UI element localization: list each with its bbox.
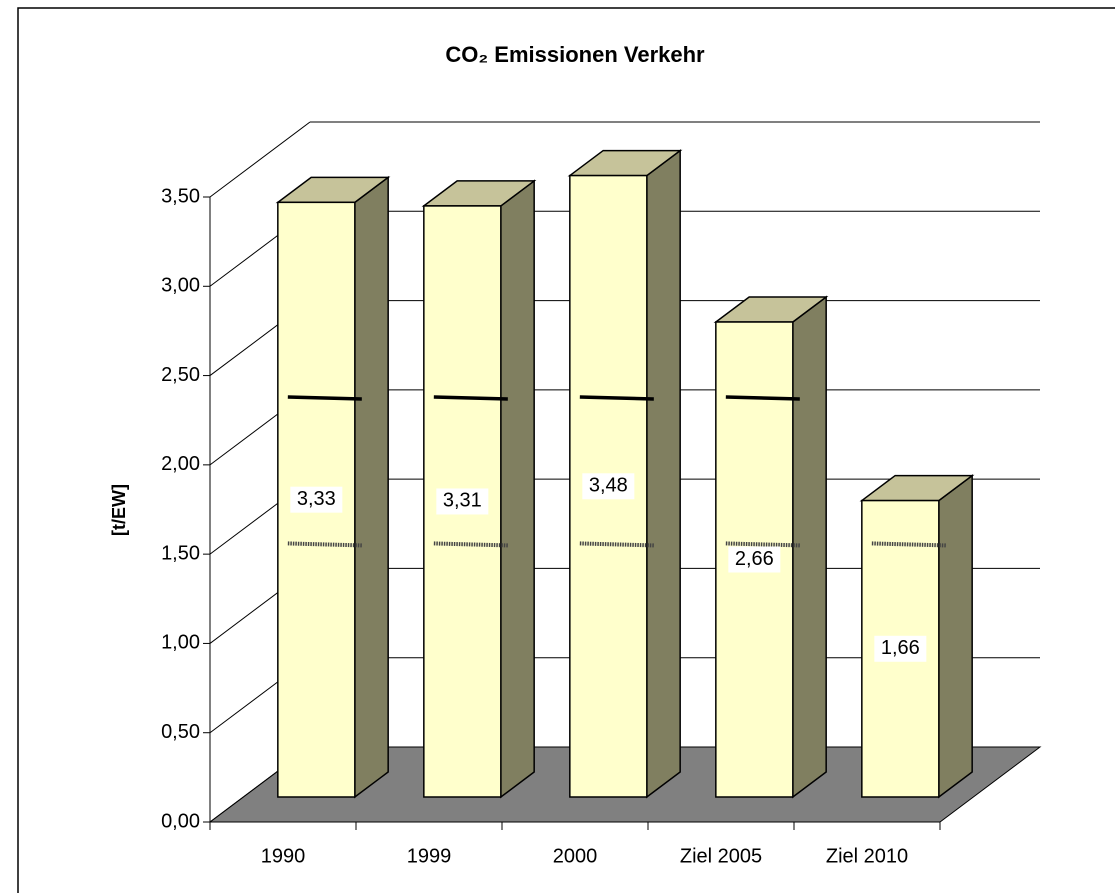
- value-label: 3,31: [443, 490, 482, 512]
- bar-side: [500, 179, 535, 799]
- x-tick-label: Ziel 2010: [826, 845, 908, 867]
- y-tick-label: 0,00: [161, 810, 200, 832]
- reference-line: [287, 395, 362, 401]
- y-tick-label: 1,50: [161, 542, 200, 564]
- bar-side: [938, 474, 973, 799]
- y-tick-label: 3,00: [161, 275, 200, 297]
- x-tick-label: 2000: [553, 845, 598, 867]
- reference-line: [725, 395, 800, 401]
- value-label-bg: [436, 488, 489, 515]
- value-label-bg: [582, 473, 635, 500]
- y-tick-label: 1,00: [161, 632, 200, 654]
- x-tick-label: 1990: [261, 845, 306, 867]
- value-label-bg: [290, 486, 343, 513]
- value-label: 3,48: [589, 475, 628, 497]
- chart-title: CO₂ Emissionen Verkehr: [445, 42, 705, 67]
- value-label: 1,66: [881, 637, 920, 659]
- y-tick-label: 3,50: [161, 185, 200, 207]
- value-label-bg: [728, 546, 781, 573]
- y-tick-label: 2,50: [161, 364, 200, 386]
- x-tick-label: 1999: [407, 845, 452, 867]
- value-label-bg: [874, 635, 927, 662]
- value-label: 3,33: [297, 488, 336, 510]
- y-axis-label: [t/EW]: [109, 484, 129, 536]
- value-label: 2,66: [735, 548, 774, 570]
- y-tick-label: 2,00: [161, 453, 200, 475]
- reference-line: [579, 395, 654, 401]
- x-tick-label: Ziel 2005: [680, 845, 762, 867]
- grid-line: [209, 121, 311, 198]
- bar-side: [354, 175, 389, 799]
- bar-side: [646, 149, 681, 799]
- y-tick-label: 0,50: [161, 721, 200, 743]
- reference-line: [433, 395, 508, 401]
- bar-side: [792, 295, 827, 799]
